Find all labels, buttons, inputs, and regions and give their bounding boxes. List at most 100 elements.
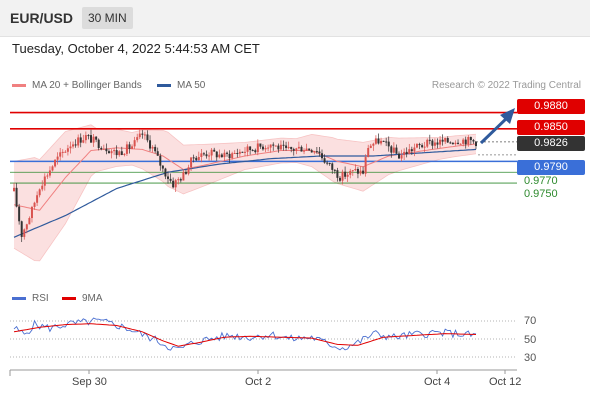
candle-body (249, 146, 252, 151)
candle (249, 146, 252, 155)
candle-body (174, 180, 177, 188)
candle-body (69, 146, 72, 149)
candle-body (218, 154, 221, 158)
candle-body (362, 170, 365, 174)
candle-body (182, 171, 185, 181)
candle (295, 147, 298, 155)
candle (215, 151, 218, 161)
candle (387, 136, 390, 152)
timeframe-badge[interactable]: 30 MIN (82, 7, 133, 29)
candle (333, 169, 336, 174)
candle-body (77, 137, 80, 146)
candle (128, 141, 131, 154)
candle-body (308, 148, 311, 151)
candle-body (410, 149, 413, 152)
candle (267, 144, 270, 152)
candle-body (95, 136, 98, 140)
candle (41, 180, 44, 192)
candle-body (177, 179, 180, 181)
candle-body (172, 180, 175, 188)
candle (51, 165, 54, 172)
candle (390, 145, 393, 158)
candle-body (84, 135, 87, 141)
candle-body (100, 147, 103, 150)
candle-body (149, 140, 152, 149)
candle (179, 177, 182, 183)
candle-body (359, 170, 362, 174)
candle-body (459, 143, 462, 145)
candle (451, 142, 454, 145)
candle (472, 138, 475, 144)
candle-body (251, 150, 254, 152)
candle-body (292, 149, 295, 151)
candle (197, 151, 200, 161)
rsi-level-50: 50 (524, 334, 537, 346)
candle (318, 146, 321, 157)
candle-body (66, 148, 69, 152)
candle-body (326, 162, 329, 164)
candle-body (23, 229, 26, 237)
candle-body (79, 137, 82, 143)
candle (475, 141, 477, 150)
candle (436, 138, 439, 149)
candle-body (472, 140, 475, 142)
candle-body (56, 156, 59, 160)
candle (236, 148, 239, 158)
rsi-level-70: 70 (524, 315, 537, 327)
candle-body (413, 147, 416, 152)
candle (95, 136, 98, 143)
candle (133, 136, 136, 149)
candle (231, 151, 234, 160)
candle (84, 131, 87, 144)
candle (254, 148, 257, 154)
candle (326, 160, 329, 166)
candle-body (395, 147, 398, 154)
candle-body (133, 140, 136, 147)
legend-swatch-9ma (62, 296, 76, 300)
candle-body (179, 179, 182, 181)
candle-body (274, 145, 277, 147)
candle-body (305, 148, 308, 151)
candle-body (46, 175, 49, 177)
candle-body (213, 149, 216, 152)
candle (105, 143, 108, 155)
candle (305, 143, 308, 151)
candle (149, 135, 152, 152)
candle-body (102, 148, 105, 150)
bollinger-lower (13, 153, 477, 262)
candle (36, 191, 39, 207)
candle (457, 139, 460, 145)
candle-body (367, 147, 370, 158)
candle (110, 149, 113, 159)
candle-body (444, 138, 447, 142)
candle (97, 138, 100, 151)
candle-body (244, 151, 246, 153)
candle-body (246, 146, 249, 152)
candle-body (333, 169, 336, 171)
candle (118, 150, 121, 157)
candle (143, 131, 146, 140)
candle (18, 203, 21, 225)
candle (385, 137, 388, 147)
candle-body (421, 145, 424, 148)
candle-body (415, 144, 418, 148)
candle (151, 145, 154, 153)
candle (164, 167, 167, 180)
candle-body (300, 146, 303, 152)
candle-body (318, 151, 321, 154)
candle-body (277, 145, 280, 150)
candle (226, 151, 229, 157)
candle (331, 162, 334, 174)
candle (64, 150, 67, 153)
candle-body (475, 141, 477, 147)
candle-body (328, 162, 331, 164)
candle-body (426, 139, 429, 147)
x-tick-oct4: Oct 4 (424, 376, 451, 388)
candle (66, 144, 69, 156)
candle (351, 169, 354, 176)
candle (323, 154, 326, 164)
candle (415, 143, 418, 149)
candle-body (346, 174, 349, 177)
candle (431, 138, 434, 150)
candle-body (128, 144, 131, 149)
